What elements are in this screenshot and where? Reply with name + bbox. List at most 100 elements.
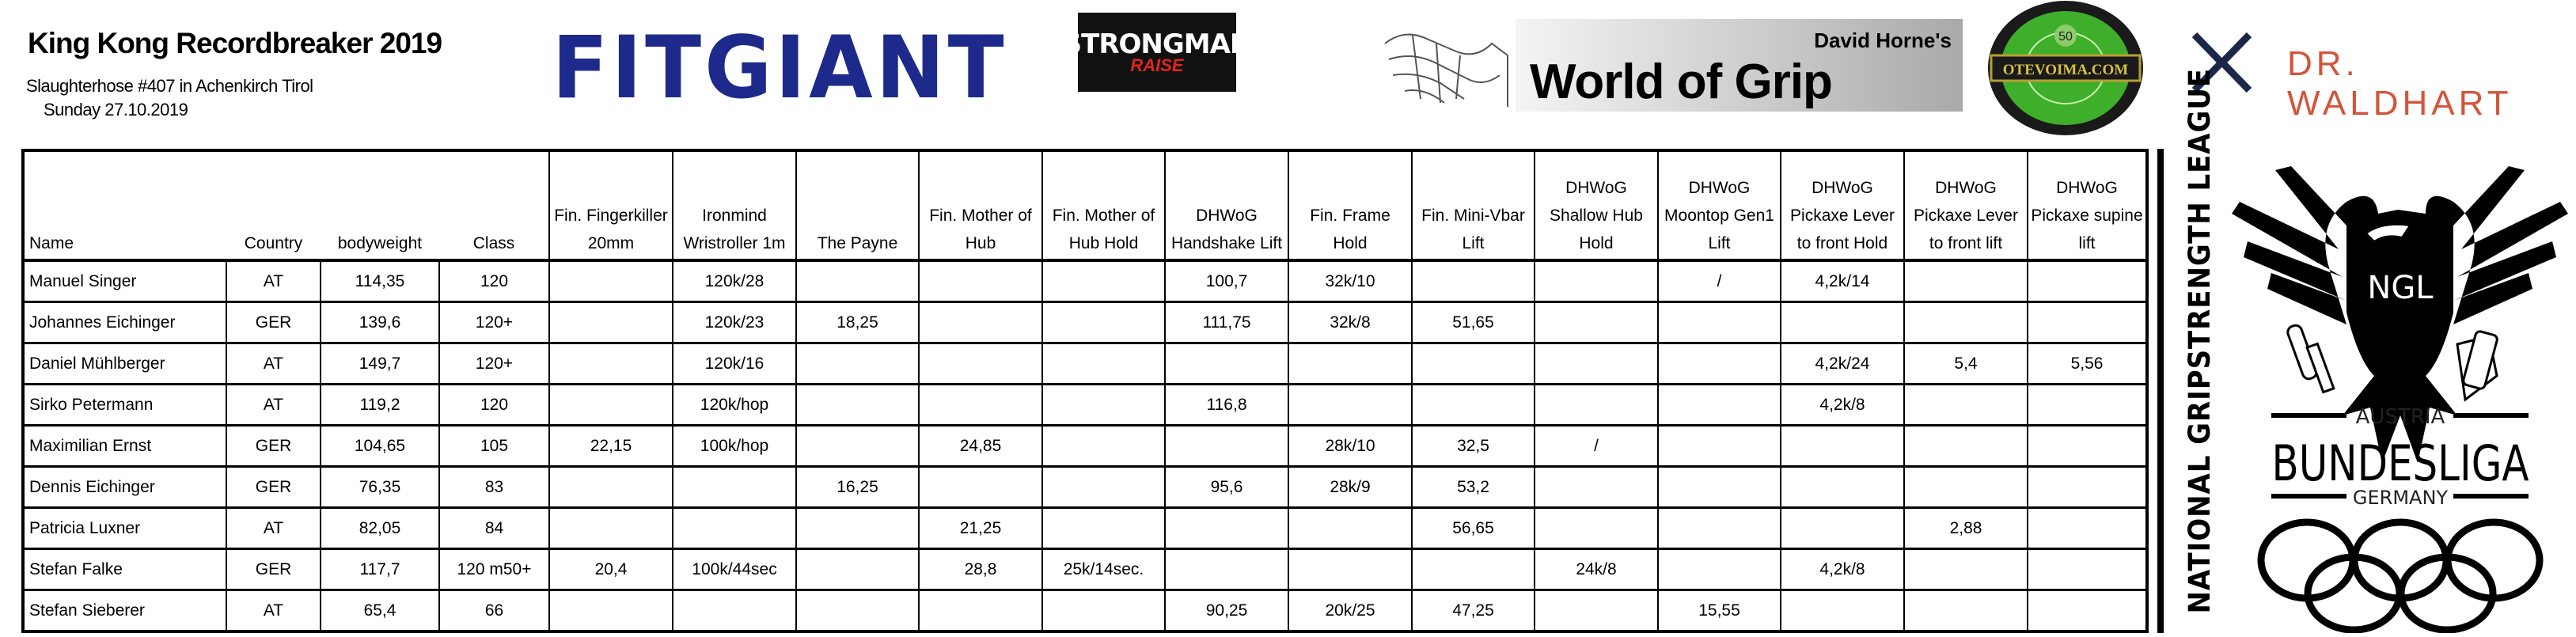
table-cell: AT <box>226 342 321 385</box>
table-cell <box>1041 589 1166 633</box>
table-cell: 76,35 <box>320 465 440 509</box>
table-cell <box>795 589 920 633</box>
table-cell: GER <box>226 548 321 591</box>
column-header: DHWoG Pickaxe Lever to front Hold <box>1780 150 1904 262</box>
table-cell <box>1411 342 1535 385</box>
league-title: BUNDESLIGA <box>2272 434 2529 492</box>
column-header: DHWoG Pickaxe supine lift <box>2027 150 2147 262</box>
world-of-grip-logo: David Horne's World of Grip <box>1516 19 1963 112</box>
table-cell <box>1657 424 1781 468</box>
table-cell: 120k/16 <box>672 342 797 385</box>
table-cell: / <box>1534 424 1659 468</box>
fitgiant-logo: FITGIANT <box>552 16 1007 119</box>
table-cell <box>1164 342 1289 385</box>
table-cell <box>1411 260 1535 303</box>
table-cell: 21,25 <box>918 506 1043 550</box>
table-cell <box>795 260 920 303</box>
table-cell <box>795 506 920 550</box>
column-header: Ironmind Wristroller 1m <box>672 150 796 262</box>
table-cell <box>1903 301 2028 344</box>
table-cell: 120k/hop <box>672 383 797 427</box>
table-row: Dennis Eichinger GER 76,35 83 16,25 95,6 28k/9… <box>22 465 2148 509</box>
strongman-raise-logo: STRONGMAN RAISE <box>1063 13 1252 92</box>
table-cell <box>918 260 1043 303</box>
table-cell <box>1780 589 1905 633</box>
table-cell: 100k/44sec <box>672 548 797 591</box>
table-cell: 117,7 <box>320 548 440 591</box>
table-cell <box>1411 548 1535 591</box>
table-cell <box>548 465 673 509</box>
table-row: Stefan Sieberer AT 65,4 66 90,25 20k/25 47,25 1… <box>22 589 2148 633</box>
table-row: Stefan Falke GER 117,7 120 m50+ 20,4 100k/44s… <box>22 548 2148 591</box>
column-header: Fin. Fingerkiller 20mm <box>548 150 673 262</box>
table-cell: 95,6 <box>1164 465 1289 509</box>
table-cell <box>548 301 673 344</box>
otevoima-text: OTEVOIMA.COM <box>2003 62 2129 78</box>
table-row: Maximilian Ernst GER 104,65 105 22,15 100k/ho… <box>22 424 2148 468</box>
table-cell <box>1534 383 1659 427</box>
table-cell <box>918 465 1043 509</box>
table-cell <box>1903 465 2028 509</box>
results-table: Name Country bodyweight Class Fin. Fingerkil… <box>21 149 2149 633</box>
wog-logo-subtitle: David Horne's <box>1814 28 1952 52</box>
table-cell <box>918 589 1043 633</box>
table-cell <box>2027 383 2148 427</box>
table-cell <box>1780 506 1905 550</box>
table-cell <box>1534 589 1659 633</box>
athlete-name-cell: Sirko Petermann <box>22 383 227 427</box>
table-cell: 104,65 <box>320 424 440 468</box>
table-cell: 16,25 <box>795 465 920 509</box>
otevoima-number: 50 <box>2058 30 2073 44</box>
table-cell <box>1657 465 1781 509</box>
table-cell <box>1164 506 1289 550</box>
table-cell <box>918 342 1043 385</box>
table-cell: 22,15 <box>548 424 673 468</box>
table-cell <box>1288 342 1413 385</box>
table-cell: 83 <box>438 465 550 509</box>
table-cell: 100,7 <box>1164 260 1289 303</box>
table-cell: GER <box>226 424 321 468</box>
table-cell <box>1164 548 1289 591</box>
table-cell: 84 <box>438 506 550 550</box>
table-cell: 5,4 <box>1903 342 2028 385</box>
table-cell: 56,65 <box>1411 506 1535 550</box>
table-cell: 114,35 <box>320 260 440 303</box>
table-row: Patricia Luxner AT 82,05 84 21,25 56,65 2,88 <box>22 506 2148 550</box>
table-cell <box>1780 301 1905 344</box>
table-cell <box>1534 506 1659 550</box>
table-cell: 4,2k/8 <box>1780 548 1905 591</box>
table-cell: 120+ <box>438 301 550 344</box>
table-cell <box>2027 465 2148 509</box>
dr-waldhart-logo: DR. WALDHART <box>2287 44 2513 123</box>
table-cell: 53,2 <box>1411 465 1535 509</box>
table-row: Manuel Singer AT 114,35 120 120k/28 100,7 32k/… <box>22 260 2148 303</box>
athlete-name-cell: Johannes Eichinger <box>22 301 227 344</box>
table-cell: GER <box>226 301 321 344</box>
table-cell <box>2027 301 2148 344</box>
table-cell: 139,6 <box>320 301 440 344</box>
table-cell: 119,2 <box>320 383 440 427</box>
table-cell <box>1041 342 1166 385</box>
table-cell <box>1534 465 1659 509</box>
table-cell: 120+ <box>438 342 550 385</box>
handshake-icon <box>1384 33 1508 107</box>
column-header: DHWoG Pickaxe Lever to front lift <box>1903 150 2028 262</box>
table-cell: 51,65 <box>1411 301 1535 344</box>
table-cell: 18,25 <box>795 301 920 344</box>
table-cell: 82,05 <box>320 506 440 550</box>
column-header: Fin. Mother of Hub Hold <box>1041 150 1165 262</box>
table-cell: 32k/10 <box>1288 260 1413 303</box>
table-cell <box>1657 506 1781 550</box>
table-cell: AT <box>226 589 321 633</box>
ngl-bundesliga-emblem: NGL AUSTRIA BUNDESLIGA GERMANY <box>2232 166 2568 633</box>
column-header: Class <box>439 150 549 262</box>
table-cell: AT <box>226 383 321 427</box>
table-cell <box>1041 424 1166 468</box>
table-cell: 20k/25 <box>1288 589 1413 633</box>
table-cell <box>1041 301 1166 344</box>
wog-logo-title: World of Grip <box>1530 55 1833 109</box>
table-cell: 4,2k/8 <box>1780 383 1905 427</box>
table-cell: 120 m50+ <box>438 548 550 591</box>
league-vertical-title: NATIONAL GRIPSTRENGTH LEAGUE <box>2183 67 2217 614</box>
table-cell <box>1903 424 2028 468</box>
